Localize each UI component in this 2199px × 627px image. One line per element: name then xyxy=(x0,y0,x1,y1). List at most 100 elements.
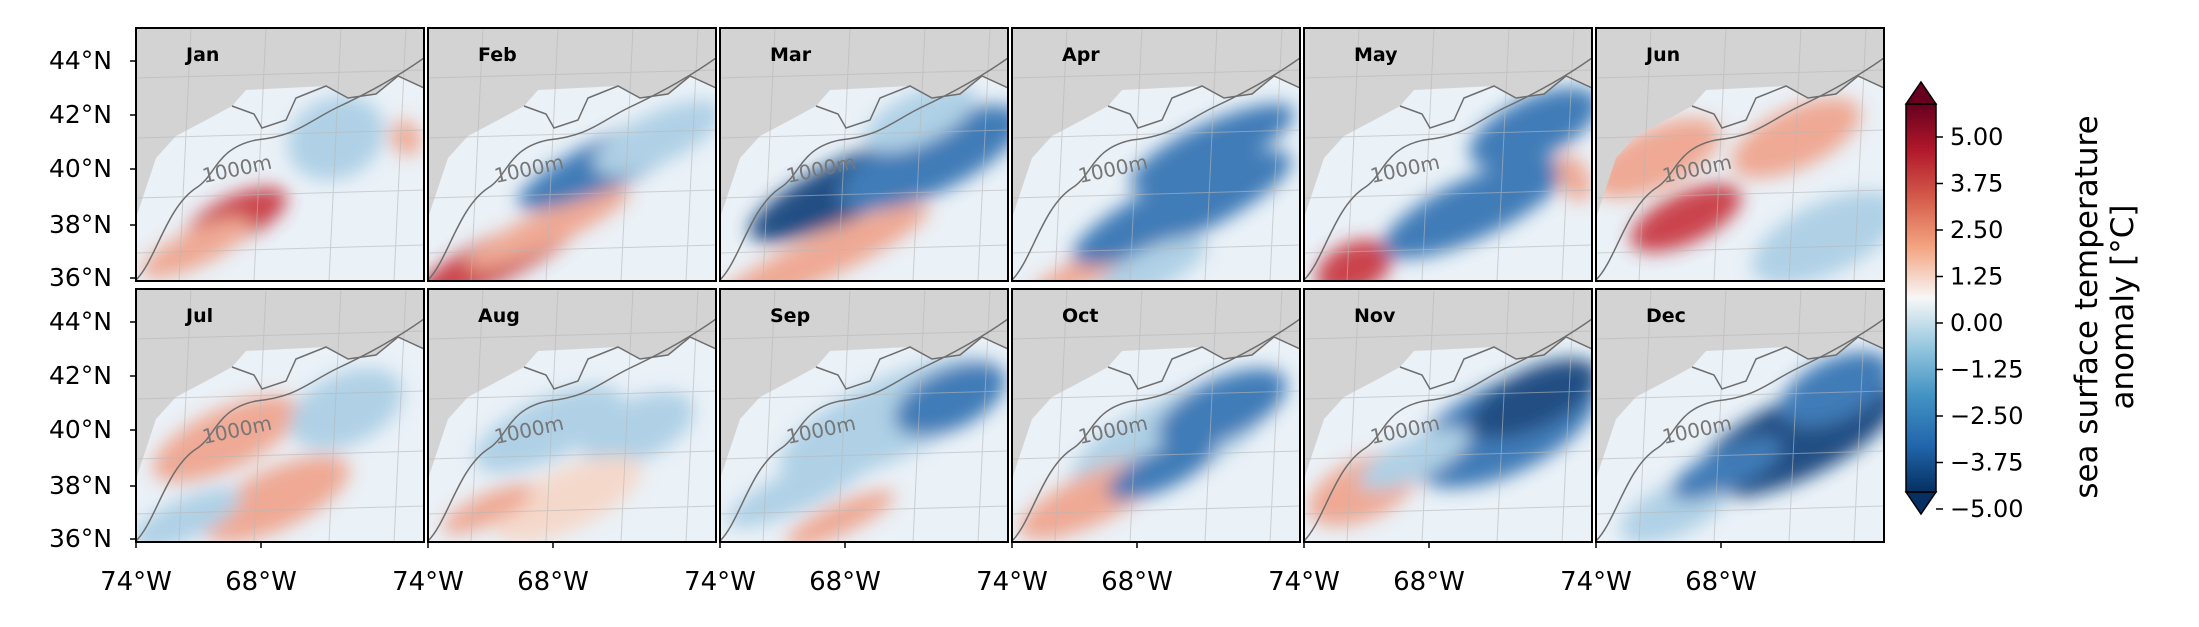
colorbar-extend-bottom xyxy=(1904,491,1938,516)
panel-frame xyxy=(135,288,425,543)
coastline xyxy=(1399,336,1592,390)
month-label: Sep xyxy=(770,305,810,327)
panel-frame xyxy=(1303,27,1593,282)
isobath-1000m xyxy=(1596,57,1884,281)
lat-tick-label: 40°N xyxy=(49,154,112,183)
lat-tick-label: 42°N xyxy=(49,100,112,129)
panel-frame xyxy=(135,27,425,282)
graticule xyxy=(720,28,1008,281)
colorbar-tick-label: −2.50 xyxy=(1950,402,2024,430)
graticule xyxy=(720,289,1008,542)
panel-frame xyxy=(427,27,717,282)
panel-frame xyxy=(1595,288,1885,543)
month-label: May xyxy=(1354,44,1398,66)
coastline xyxy=(231,75,424,129)
graticule xyxy=(1012,28,1300,281)
sst-anomaly-field xyxy=(1029,103,1295,281)
lon-tick-label: 68°W xyxy=(225,567,297,597)
isobath-1000m xyxy=(1012,318,1300,542)
graticule xyxy=(428,289,716,542)
graticule xyxy=(428,28,716,281)
colorbar-title-line1: sea surface temperature xyxy=(2069,115,2105,498)
coastline xyxy=(1399,75,1592,129)
colorbar-tick-label: 2.50 xyxy=(1950,216,2003,244)
lon-tick-label: 74°W xyxy=(976,567,1048,597)
nova-scotia-land xyxy=(1202,28,1300,68)
lon-tick-label: 68°W xyxy=(1393,567,1465,597)
colorbar-tick-label: 0.00 xyxy=(1950,309,2003,337)
colorbar-ticks: 5.00 3.75 2.50 1.25 0.00 −1.25 −2.50 −3.75 −5.00 xyxy=(1936,123,2024,523)
nova-scotia-land xyxy=(618,28,716,68)
isobath-1000m xyxy=(136,318,424,542)
graticule xyxy=(136,289,424,542)
lat-tick-label: 38°N xyxy=(49,210,112,239)
lat-tick-label: 40°N xyxy=(49,415,112,444)
colorbar-gradient xyxy=(1906,104,1936,492)
panel-frame xyxy=(1595,27,1885,282)
lon-tick-label: 74°W xyxy=(1560,567,1632,597)
sst-anomaly-field xyxy=(1308,358,1592,527)
isobath-1000m xyxy=(428,318,716,542)
panel-frame xyxy=(719,288,1009,543)
isobath-1000m xyxy=(1012,57,1300,281)
sst-anomaly-field xyxy=(727,356,1006,542)
colorbar-tick-label: 1.25 xyxy=(1950,263,2003,291)
colorbar: 5.00 3.75 2.50 1.25 0.00 −1.25 −2.50 −3.75 −5.00… xyxy=(1904,80,2141,523)
month-label: Nov xyxy=(1354,305,1396,327)
sst-anomaly-field xyxy=(1018,368,1287,540)
lon-tick-label: 68°W xyxy=(809,567,881,597)
lon-tick-label: 68°W xyxy=(1685,567,1757,597)
nova-scotia-land xyxy=(1494,289,1592,329)
lon-tick-label: 74°W xyxy=(392,567,464,597)
graticule xyxy=(136,28,424,281)
colorbar-extend-top xyxy=(1904,80,1938,105)
colorbar-tick-label: 3.75 xyxy=(1950,170,2003,198)
colorbar-title-line2: anomaly [°C] xyxy=(2105,205,2141,410)
sst-anomaly-field xyxy=(136,368,403,542)
month-label: Feb xyxy=(478,44,517,66)
nova-scotia-land xyxy=(326,28,424,68)
sst-anomaly-field xyxy=(1620,351,1884,542)
colorbar-frame xyxy=(1905,103,1937,493)
latitude-axis: 44°N 42°N 40°N 38°N 36°N 44°N 42°N 40°N 38°N 36°N xyxy=(49,46,136,553)
nova-scotia-land xyxy=(326,289,424,329)
lat-tick-label: 42°N xyxy=(49,361,112,390)
graticule xyxy=(1012,289,1300,542)
colorbar-tick-label: 5.00 xyxy=(1950,123,2003,151)
coastline xyxy=(1107,336,1300,390)
panel-frame xyxy=(1011,27,1301,282)
panel-frame xyxy=(427,288,717,543)
nova-scotia-land xyxy=(910,28,1008,68)
sst-anomaly-field xyxy=(428,100,716,281)
month-label: Apr xyxy=(1062,44,1100,66)
longitude-axis: 74°W 68°W 74°W 68°W 74°W 68°W 74°W 68°W 74°W 68°W… xyxy=(100,542,1757,597)
lon-tick-label: 74°W xyxy=(1268,567,1340,597)
coastline xyxy=(231,336,424,390)
nova-scotia-land xyxy=(1494,28,1592,68)
isobath-1000m xyxy=(720,57,1008,281)
nova-scotia-land xyxy=(910,289,1008,329)
graticule xyxy=(1596,289,1884,542)
lon-tick-label: 74°W xyxy=(100,567,172,597)
graticule xyxy=(1596,28,1884,281)
graticule xyxy=(1304,289,1592,542)
month-label: Oct xyxy=(1062,305,1099,327)
month-label: Jan xyxy=(184,44,219,66)
colorbar-tick-label: −1.25 xyxy=(1950,356,2024,384)
isobath-1000m xyxy=(1304,318,1592,542)
lat-tick-label: 44°N xyxy=(49,307,112,336)
nova-scotia-land xyxy=(1786,289,1884,329)
month-label: Jun xyxy=(1644,44,1680,66)
graticule xyxy=(1304,28,1592,281)
